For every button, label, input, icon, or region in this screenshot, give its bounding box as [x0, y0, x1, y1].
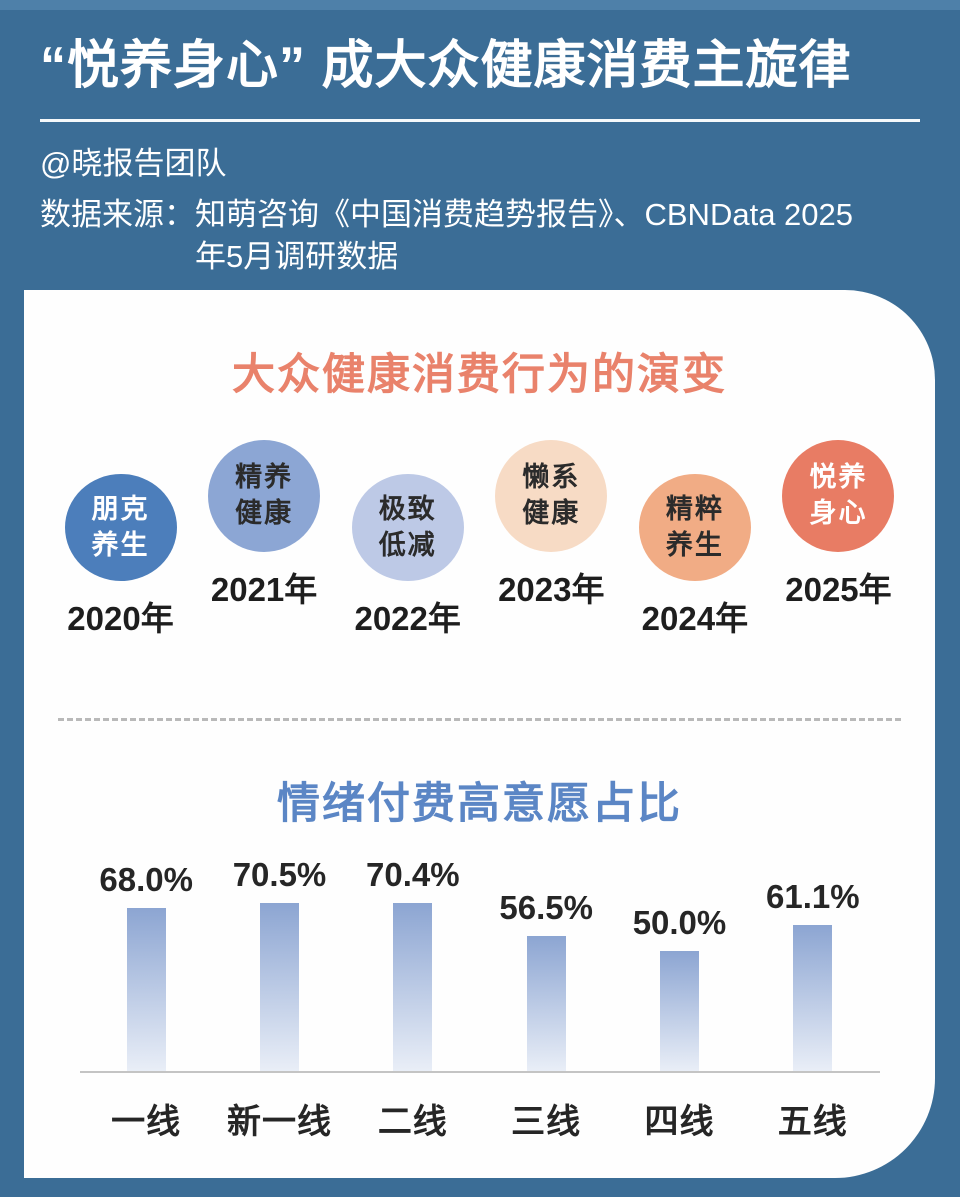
data-source-line-2: 年5月调研数据 [195, 238, 399, 274]
bar-tier1 [126, 908, 166, 1071]
stage-circle-2021: 精养 健康 [208, 440, 321, 552]
bar-column-new-tier1: 70.5% [213, 856, 346, 1071]
stage-item-2020: 朋克 养生 2020年 [50, 440, 191, 640]
bar-column-tier1: 68.0% [80, 861, 213, 1071]
stage-year-2022: 2022年 [354, 600, 461, 637]
byline: @晓报告团队 [40, 145, 227, 181]
stage-year-2024: 2024年 [641, 600, 749, 637]
bar-chart: 68.0% 70.5% 70.4% 56.5% 50.0% 61.1% [79, 856, 880, 1143]
header-divider [40, 118, 920, 122]
content-card: 大众健康消费行为的演变 朋克 养生 2020年 精养 健康 2021年 极致 低… [24, 290, 935, 1178]
stage-name-line1: 精养 [235, 462, 294, 493]
bar-value-label: 68.0% [99, 861, 193, 898]
bar-column-tier4: 50.0% [613, 904, 746, 1071]
stage-name-line1: 精粹 [665, 493, 724, 524]
stage-item-2025: 悦养 身心 2025年 [768, 440, 909, 640]
header: “悦养身心” 成大众健康消费主旋律 @晓报告团队 数据来源： 知萌咨询《中国消费… [0, 10, 960, 278]
stage-circle-2025: 悦养 身心 [782, 440, 895, 552]
bar-column-tier5: 61.1% [746, 878, 879, 1071]
stage-year-2021: 2021年 [210, 571, 318, 608]
bar-tier4 [659, 951, 699, 1071]
stage-circle-2024: 精粹 养生 [638, 474, 751, 581]
category-label-tier3: 三线 [511, 1103, 582, 1141]
stage-name-line2: 低减 [378, 529, 437, 560]
stage-item-2022: 极致 低减 2022年 [337, 440, 478, 640]
bar-tier5 [793, 925, 833, 1071]
stage-item-2024: 精粹 养生 2024年 [624, 440, 765, 640]
category-label-new-tier1: 新一线 [226, 1103, 332, 1141]
stage-year-2020: 2020年 [67, 600, 174, 637]
stage-name-line2: 身心 [809, 498, 868, 528]
page-title: “悦养身心” 成大众健康消费主旋律 [40, 37, 852, 95]
stage-item-2021: 精养 健康 2021年 [194, 440, 335, 640]
bar-value-label: 70.5% [232, 856, 327, 893]
data-source-label: 数据来源： [40, 196, 195, 232]
stage-name-line2: 健康 [522, 498, 581, 528]
bar-tier2 [393, 903, 433, 1071]
stage-name-line2: 养生 [665, 529, 724, 560]
bar-value-label: 50.0% [632, 904, 727, 941]
bar-tier3 [526, 936, 566, 1071]
category-axis: 一线 新一线 二线 三线 四线 五线 [80, 1073, 880, 1143]
category-label-tier1: 一线 [111, 1103, 182, 1141]
data-source-text: 知萌咨询《中国消费趋势报告》、CBNData 2025 年5月调研数据 [195, 194, 853, 278]
top-band [0, 0, 960, 10]
plot-area: 68.0% 70.5% 70.4% 56.5% 50.0% 61.1% [79, 856, 880, 1073]
data-source: 数据来源： 知萌咨询《中国消费趋势报告》、CBNData 2025 年5月调研数… [40, 194, 920, 278]
bar-new-tier1 [259, 903, 299, 1071]
bar-column-tier3: 56.5% [479, 889, 612, 1071]
stage-name-line2: 养生 [91, 529, 150, 560]
stage-name-line1: 悦养 [809, 462, 868, 493]
stage-circle-2022: 极致 低减 [351, 474, 464, 581]
bar-value-label: 61.1% [766, 878, 860, 915]
stage-year-2023: 2023年 [498, 571, 605, 608]
evolution-section-title: 大众健康消费行为的演变 [232, 351, 727, 399]
evolution-timeline: 朋克 养生 2020年 精养 健康 2021年 极致 低减 2022年 懒系 健… [24, 440, 935, 640]
stage-name-line1: 极致 [378, 493, 437, 524]
bar-column-tier2: 70.4% [346, 856, 479, 1071]
category-label-tier4: 四线 [644, 1103, 715, 1141]
category-label-tier2: 二线 [377, 1103, 448, 1141]
dashed-divider [58, 718, 901, 721]
category-label-tier5: 五线 [777, 1103, 848, 1141]
bar-value-label: 70.4% [366, 856, 460, 893]
stage-name-line1: 朋克 [91, 493, 150, 524]
bar-chart-title: 情绪付费高意愿占比 [277, 780, 682, 828]
stage-name-line1: 懒系 [522, 462, 581, 493]
stage-circle-2023: 懒系 健康 [495, 440, 608, 552]
stage-year-2025: 2025年 [785, 571, 892, 608]
bar-value-label: 56.5% [499, 889, 593, 926]
stage-name-line2: 健康 [235, 498, 294, 528]
data-source-line-1: 知萌咨询《中国消费趋势报告》、CBNData 2025 [195, 196, 854, 232]
stage-item-2023: 懒系 健康 2023年 [481, 440, 622, 640]
stage-circle-2020: 朋克 养生 [64, 474, 177, 581]
